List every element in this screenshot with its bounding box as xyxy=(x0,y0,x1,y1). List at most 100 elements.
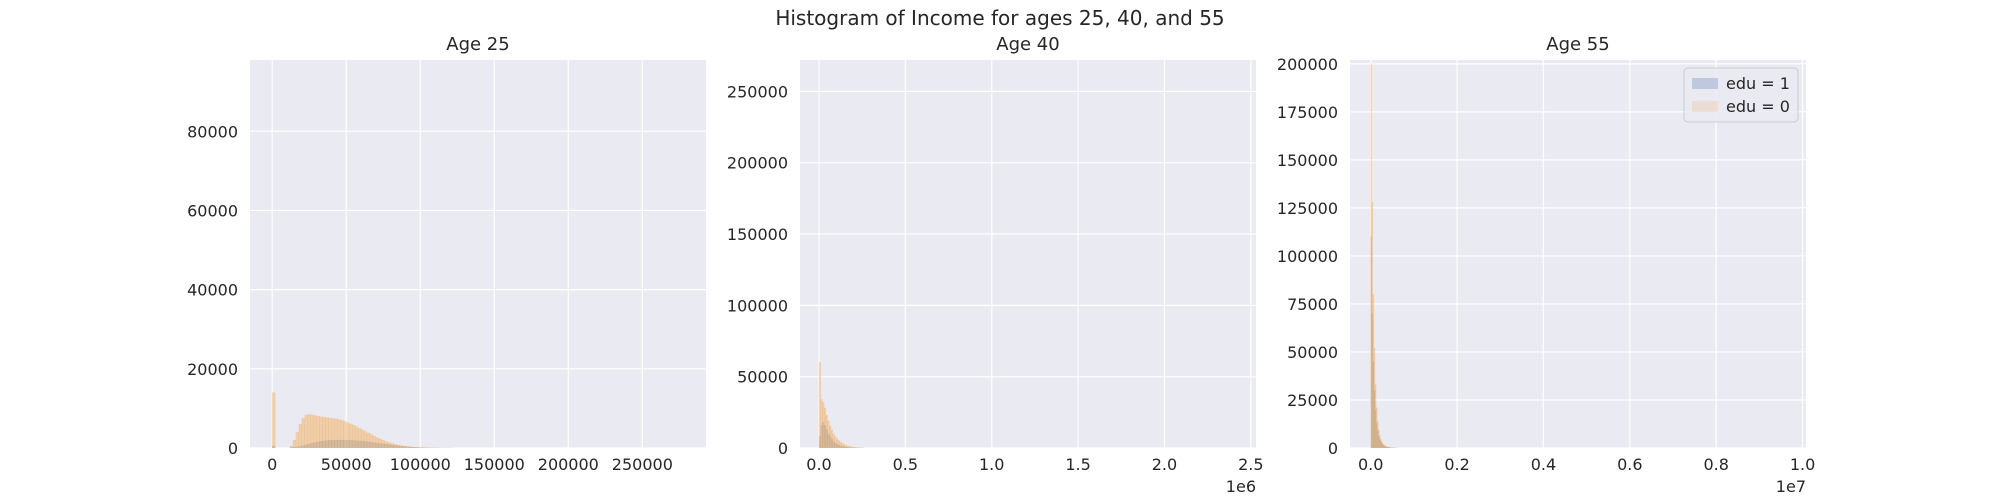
histogram-bar xyxy=(827,420,830,448)
histogram-bar xyxy=(1377,430,1379,448)
plot-background xyxy=(1350,60,1806,448)
histogram-bar xyxy=(834,436,837,448)
histogram-bar xyxy=(366,432,371,448)
histogram-bar xyxy=(1374,384,1377,448)
histogram-bar xyxy=(369,434,374,448)
y-tick-label: 0 xyxy=(778,439,788,458)
histogram-bar xyxy=(375,442,380,448)
histogram-bar xyxy=(820,424,823,448)
histogram-bar xyxy=(414,447,418,448)
x-tick-label: 0.2 xyxy=(1444,455,1469,474)
histogram-bar xyxy=(1381,443,1383,448)
histogram-bar xyxy=(853,447,856,448)
histogram-bar xyxy=(1387,447,1390,448)
histogram-bar xyxy=(1378,436,1380,448)
histogram-bar xyxy=(396,444,400,448)
histogram-bar xyxy=(1372,294,1375,448)
histogram-bar xyxy=(837,440,840,448)
y-tick-label: 75000 xyxy=(1287,295,1338,314)
histogram-bar xyxy=(1373,347,1376,448)
histogram-bar xyxy=(842,444,846,448)
histogram-bar xyxy=(384,444,388,448)
panel-title: Age 40 xyxy=(996,34,1059,55)
histogram-bar xyxy=(301,445,305,448)
histogram-bar xyxy=(1382,444,1384,448)
y-tick-label: 50000 xyxy=(737,368,788,387)
y-tick-label: 25000 xyxy=(1287,391,1338,410)
legend-swatch xyxy=(1692,78,1718,89)
histogram-bar xyxy=(1375,407,1378,448)
histogram-bar xyxy=(399,445,403,448)
histogram-bar xyxy=(316,441,320,448)
x-tick-label: 0 xyxy=(267,455,277,474)
histogram-bar xyxy=(307,414,311,448)
histogram-bar xyxy=(354,440,359,448)
axis-offset-label: 1e6 xyxy=(1226,477,1256,496)
histogram-bar xyxy=(848,446,851,448)
histogram-bar xyxy=(820,399,823,448)
histogram-bar xyxy=(366,441,371,448)
histogram-bar xyxy=(1377,420,1379,448)
histogram-bar xyxy=(363,431,368,448)
panel-title: Age 55 xyxy=(1546,34,1609,55)
histogram-bar xyxy=(825,429,828,448)
histogram-bar xyxy=(827,433,830,448)
x-tick-label: 0.0 xyxy=(806,455,831,474)
histogram-bar xyxy=(1387,446,1390,448)
histogram-bar xyxy=(319,441,323,448)
histogram-bar xyxy=(360,429,365,448)
histogram-bar xyxy=(1382,443,1384,448)
y-tick-label: 250000 xyxy=(727,82,788,101)
histogram-bar xyxy=(402,445,406,448)
histogram-bar xyxy=(836,444,839,448)
histogram-bar xyxy=(818,436,821,448)
y-tick-label: 80000 xyxy=(187,122,238,141)
histogram-bar xyxy=(1375,422,1378,448)
histogram-bar xyxy=(372,442,377,448)
histogram-bar xyxy=(846,447,849,448)
histogram-bar xyxy=(316,416,320,448)
histogram-bar xyxy=(354,426,359,448)
histogram-bar xyxy=(832,441,835,448)
histogram-bar xyxy=(405,446,409,448)
x-tick-label: 0.5 xyxy=(893,455,918,474)
histogram-bar xyxy=(298,424,303,448)
y-tick-label: 150000 xyxy=(727,225,788,244)
legend-frame xyxy=(1683,67,1799,123)
legend-swatch xyxy=(1692,101,1718,112)
histogram-bar xyxy=(360,440,365,448)
histogram-bar xyxy=(836,438,839,448)
histogram-bar xyxy=(369,442,374,448)
histogram-bar xyxy=(841,443,844,448)
histogram-bar xyxy=(334,418,338,448)
histogram-bar xyxy=(1384,445,1387,448)
histogram-bar xyxy=(381,440,385,448)
histogram-bar xyxy=(1388,447,1391,448)
histogram-bar xyxy=(1386,446,1389,448)
x-tick-label: 200000 xyxy=(538,455,599,474)
histogram-bar xyxy=(357,440,362,448)
histogram-bar xyxy=(304,414,308,448)
histogram-bar xyxy=(414,447,418,448)
y-tick-label: 200000 xyxy=(1277,55,1338,74)
histogram-bar xyxy=(411,446,415,448)
histogram-bar xyxy=(844,444,847,448)
histogram-bar xyxy=(849,446,853,448)
y-tick-label: 0 xyxy=(1328,439,1338,458)
histogram-bar xyxy=(1386,446,1389,448)
histogram-bar xyxy=(357,428,362,448)
histogram-bar xyxy=(325,417,329,448)
x-tick-label: 0.0 xyxy=(1358,455,1383,474)
histogram-bar xyxy=(325,440,329,448)
histogram-bar xyxy=(1370,63,1373,448)
histogram-bar xyxy=(351,424,356,448)
axis-offset-label: 1e7 xyxy=(1776,477,1806,496)
histogram-bar xyxy=(390,443,394,448)
plot-background xyxy=(250,60,706,448)
legend-label: edu = 0 xyxy=(1726,97,1790,116)
histogram-bar xyxy=(829,436,832,448)
histogram-bar xyxy=(1371,201,1374,448)
histogram-bar xyxy=(322,416,326,448)
histogram-bar xyxy=(839,445,842,448)
histogram-bar xyxy=(343,421,347,448)
